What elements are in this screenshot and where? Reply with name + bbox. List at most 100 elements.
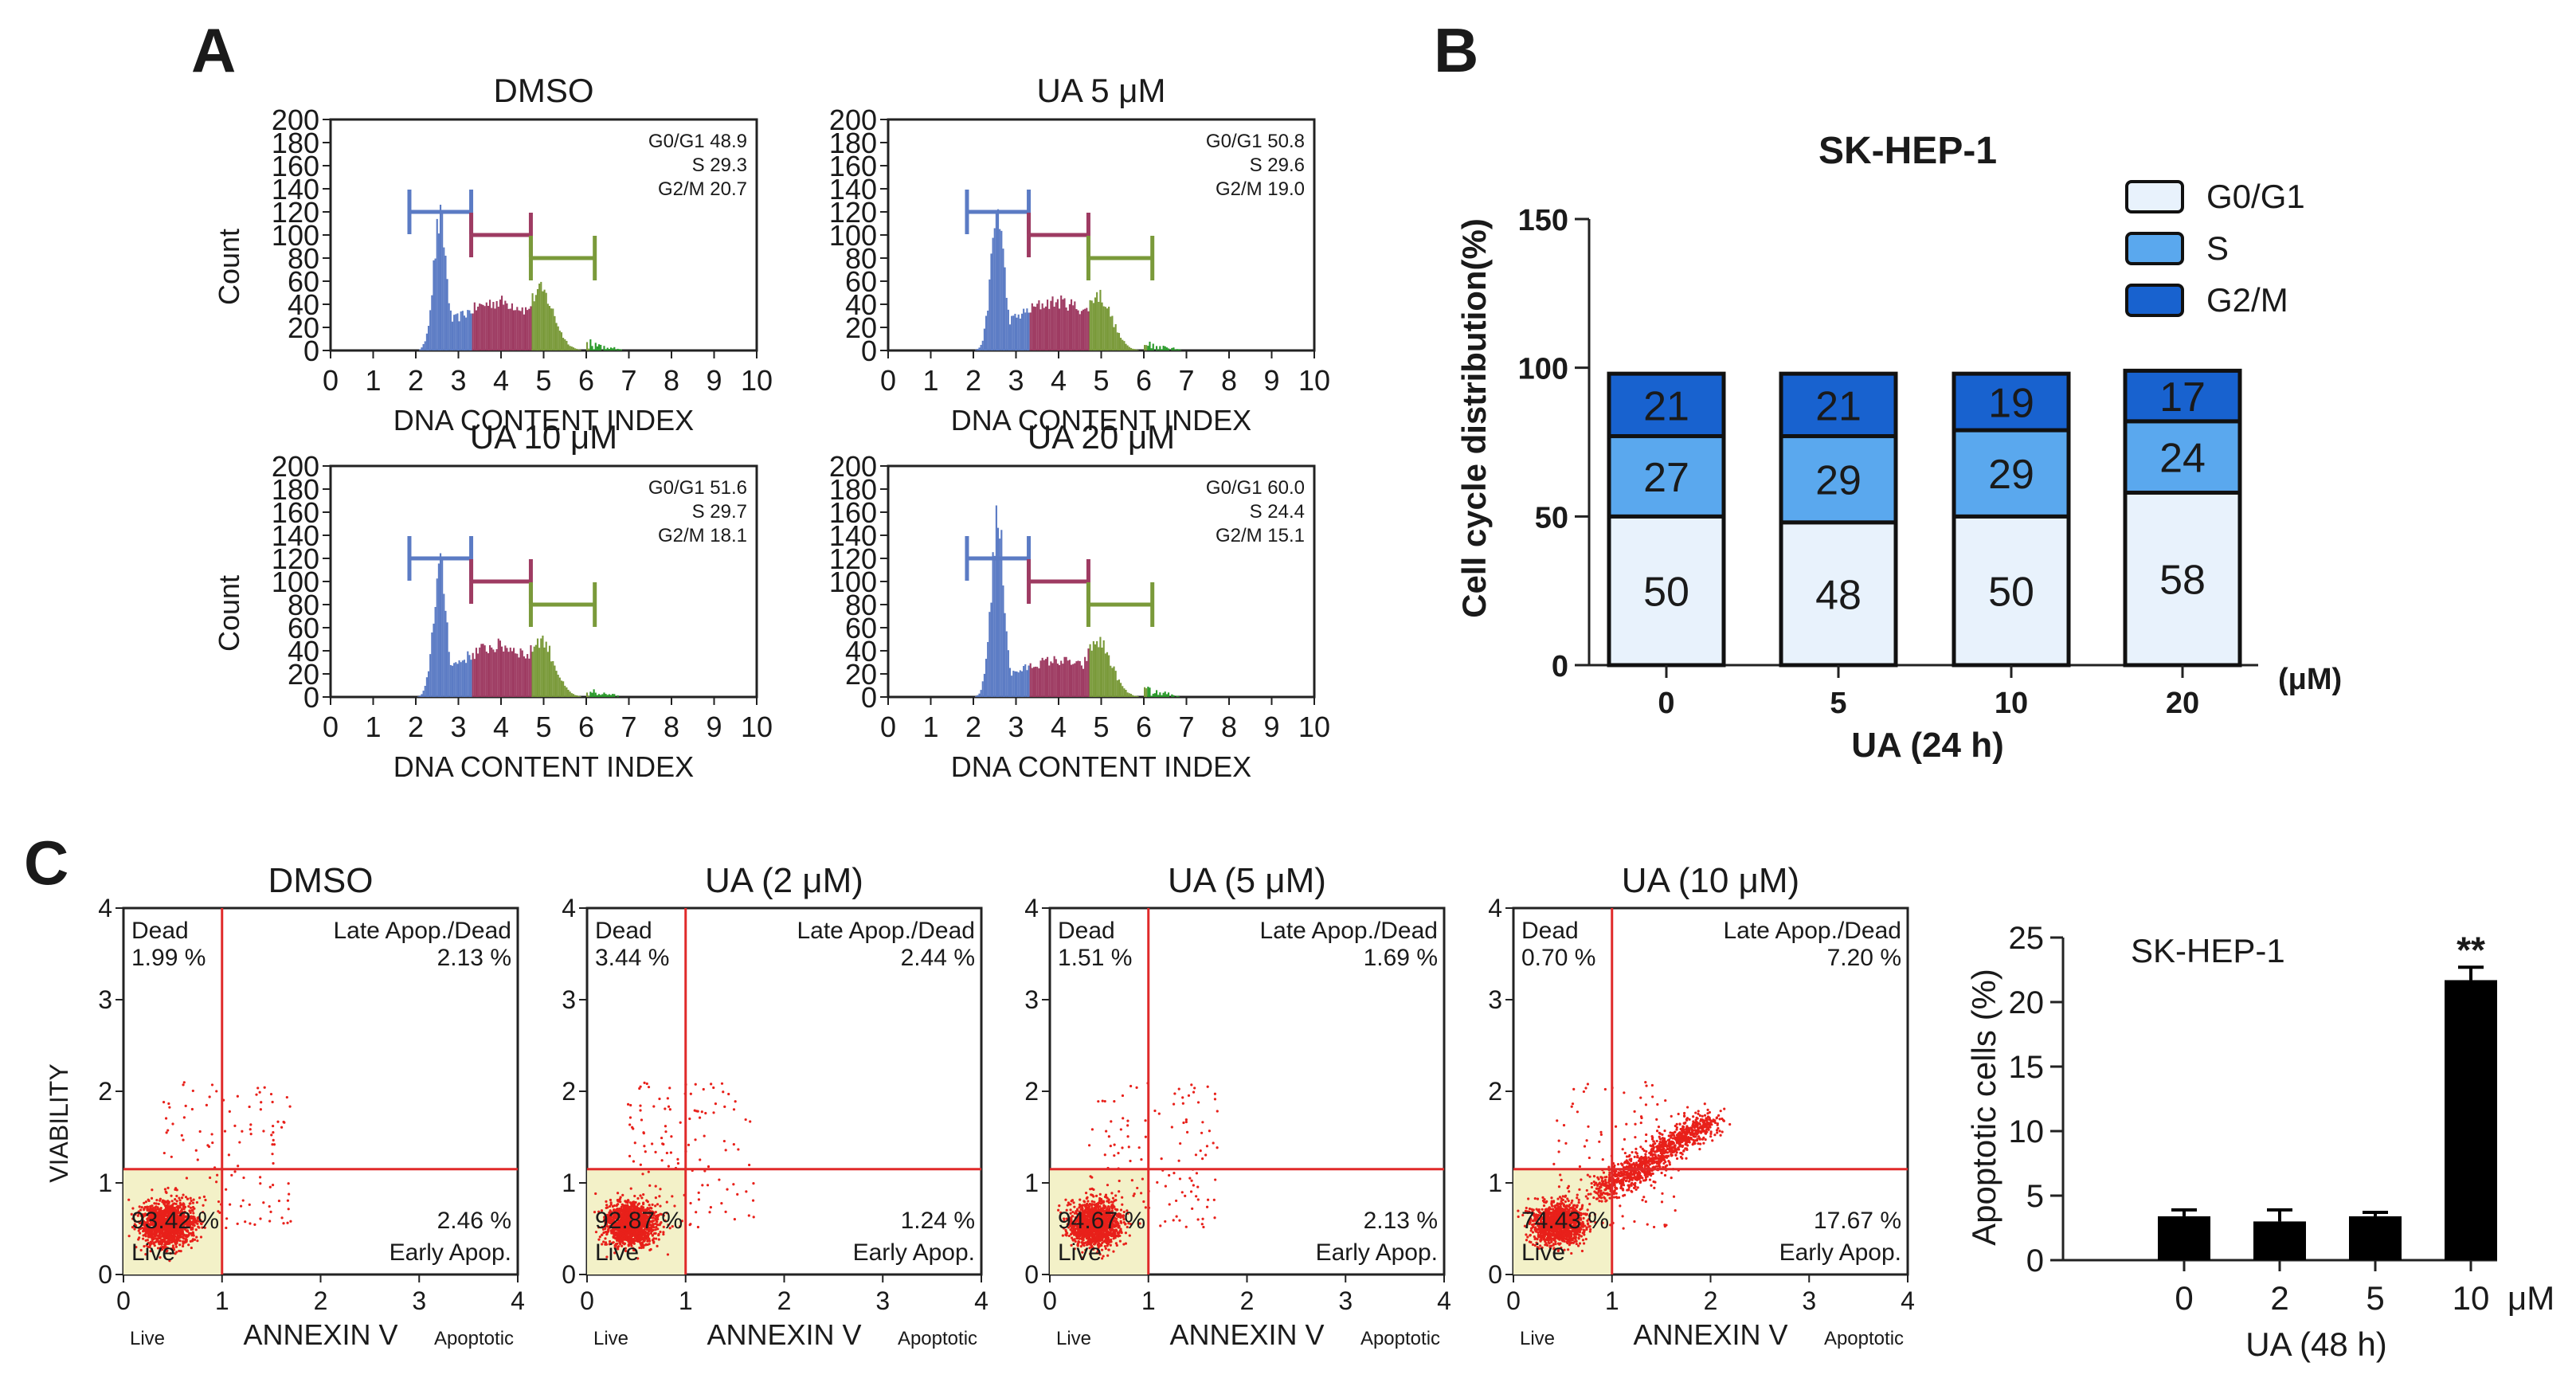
- histogram-bar: [480, 303, 483, 350]
- histogram-bar: [1128, 347, 1130, 350]
- scatter-point: [633, 1141, 636, 1145]
- x-tick-label: 1: [679, 1286, 693, 1315]
- x-axis-label: ANNEXIN V: [243, 1318, 397, 1351]
- x-tick-label: 8: [1221, 711, 1237, 743]
- histogram-bar: [436, 218, 438, 350]
- histogram-bar: [1176, 349, 1178, 350]
- histogram-bar: [501, 296, 503, 350]
- scatter-point: [180, 1235, 183, 1239]
- scatter-point: [175, 1200, 178, 1203]
- stat-label: S 29.6: [1250, 155, 1305, 176]
- histogram-bar: [497, 307, 499, 350]
- scatter-point: [639, 1163, 642, 1166]
- scatter-point: [164, 1117, 168, 1120]
- scatter-point: [651, 1142, 654, 1145]
- scatter-point: [652, 1237, 656, 1240]
- histogram-bar: [1024, 664, 1027, 697]
- stat-label: S 29.3: [692, 155, 747, 176]
- histogram-bar: [987, 641, 989, 697]
- scatter-point: [668, 1087, 671, 1090]
- y-tick-label: 1: [98, 1169, 112, 1197]
- scatter-point: [724, 1149, 727, 1152]
- legend-swatch: [2125, 232, 2184, 265]
- histogram-bar: [593, 689, 595, 697]
- histogram-bar: [449, 310, 452, 350]
- histogram-bar: [431, 295, 433, 350]
- histogram-bar: [606, 347, 609, 350]
- scatter-point: [619, 1234, 622, 1237]
- scatter-point: [195, 1200, 198, 1204]
- histogram-bar: [981, 681, 984, 697]
- histogram-bar: [429, 654, 432, 697]
- scatter-point: [639, 1194, 642, 1197]
- scatter-point: [182, 1202, 185, 1205]
- histogram-bar: [546, 303, 549, 350]
- histogram-bar: [512, 310, 515, 350]
- histogram-bar: [1089, 300, 1091, 350]
- scatter-point: [1212, 1198, 1216, 1201]
- histogram-bar: [977, 348, 979, 350]
- scatter-point: [157, 1234, 160, 1237]
- scatter-point: [722, 1090, 725, 1094]
- histogram-bar: [1102, 306, 1105, 350]
- scatter-point: [268, 1220, 272, 1223]
- histogram-bar: [1086, 307, 1088, 350]
- histogram-bar: [990, 253, 992, 350]
- histogram-bar: [1094, 297, 1097, 350]
- histogram-bar: [1118, 332, 1121, 350]
- scatter-point: [640, 1118, 644, 1122]
- histogram-bar: [1014, 313, 1016, 350]
- quadrant-value-late: 2.13 %: [437, 945, 511, 971]
- x-tick-label: 3: [450, 364, 466, 397]
- scatter-point: [609, 1203, 613, 1206]
- y-tick-label: 1: [562, 1169, 576, 1197]
- histogram-bar: [566, 687, 568, 697]
- scatter-point: [694, 1138, 697, 1141]
- y-tick-label: 180: [272, 127, 319, 159]
- histogram-bar: [427, 326, 430, 350]
- histogram-bar: [527, 310, 529, 350]
- scatter-point: [631, 1200, 635, 1204]
- histogram-bar: [588, 695, 590, 697]
- histogram-bar: [552, 308, 554, 350]
- scatter-point: [206, 1144, 209, 1147]
- scatter-point: [632, 1160, 636, 1163]
- scatter-point: [1107, 1135, 1110, 1138]
- histogram-bar: [1104, 307, 1106, 350]
- histogram-bar: [543, 289, 546, 350]
- scatter-point: [748, 1163, 751, 1167]
- scatter-point: [1093, 1200, 1096, 1204]
- scatter-point: [208, 1095, 211, 1098]
- histogram-bar: [1090, 650, 1093, 697]
- scatter-point: [1212, 1141, 1215, 1145]
- scatter-point: [707, 1165, 711, 1169]
- scatter-point: [166, 1186, 170, 1190]
- scatter-point: [208, 1176, 212, 1180]
- histogram-bar: [446, 279, 448, 350]
- scatter-point: [202, 1195, 206, 1198]
- histogram-bar: [1023, 308, 1025, 350]
- histogram-bar: [482, 644, 484, 697]
- scatter-point: [628, 1123, 632, 1126]
- histogram-bar: [1017, 314, 1020, 350]
- scatter-point: [1099, 1202, 1102, 1205]
- scatter-point: [598, 1235, 601, 1239]
- scatter-point: [249, 1123, 253, 1126]
- histogram-bar: [1126, 345, 1129, 350]
- scatter-point: [1140, 1158, 1143, 1161]
- scatter-point: [633, 1194, 636, 1198]
- histogram-bar: [1171, 347, 1173, 350]
- histogram-bar: [1145, 688, 1148, 697]
- histogram-bar: [1007, 309, 1009, 350]
- histogram-bar: [1116, 680, 1118, 697]
- histogram-bar: [460, 662, 462, 697]
- scatter-point: [277, 1199, 281, 1203]
- histogram-bar: [1092, 303, 1094, 350]
- bar-value-label: 58: [2159, 558, 2206, 604]
- histogram-bar: [538, 284, 541, 350]
- panel-label-a: A: [191, 15, 236, 85]
- scatter-point: [697, 1198, 701, 1201]
- histogram-bar: [1101, 302, 1103, 350]
- histogram-bar: [506, 303, 508, 350]
